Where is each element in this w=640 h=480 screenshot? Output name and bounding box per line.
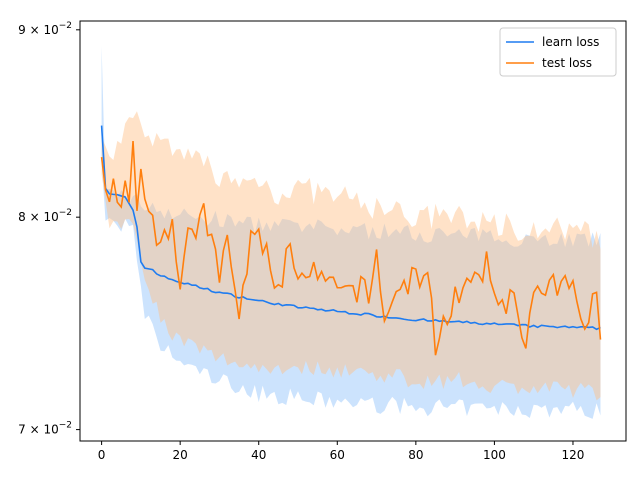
- y-tick-label: 7 × 10−2: [18, 421, 72, 437]
- legend-label: learn loss: [542, 35, 599, 49]
- y-axis: 7 × 10−2 8 × 10−2 9 × 10−2: [18, 21, 80, 437]
- legend-label: test loss: [542, 56, 592, 70]
- x-tick-label: 120: [562, 448, 585, 462]
- legend-box: [499, 27, 617, 77]
- test-loss-band: [101, 111, 601, 401]
- line-layer: [100, 125, 602, 356]
- x-tick-label: 80: [408, 448, 423, 462]
- y-tick-label: 9 × 10−2: [18, 21, 72, 37]
- learn-loss-line: [100, 125, 601, 331]
- x-tick-label: 60: [330, 448, 345, 462]
- x-tick-label: 100: [483, 448, 506, 462]
- y-tick-label: 8 × 10−2: [18, 208, 72, 224]
- x-tick-label: 0: [98, 448, 106, 462]
- band-layer: [101, 46, 601, 419]
- learn-loss-band: [101, 46, 601, 419]
- legend: learn loss test loss: [499, 27, 617, 77]
- x-tick-label: 20: [173, 448, 188, 462]
- x-axis: 0 20 40 60 80 100 120: [98, 441, 585, 462]
- plot-area-frame: [79, 20, 627, 442]
- x-tick-label: 40: [251, 448, 266, 462]
- test-loss-line: [100, 140, 602, 356]
